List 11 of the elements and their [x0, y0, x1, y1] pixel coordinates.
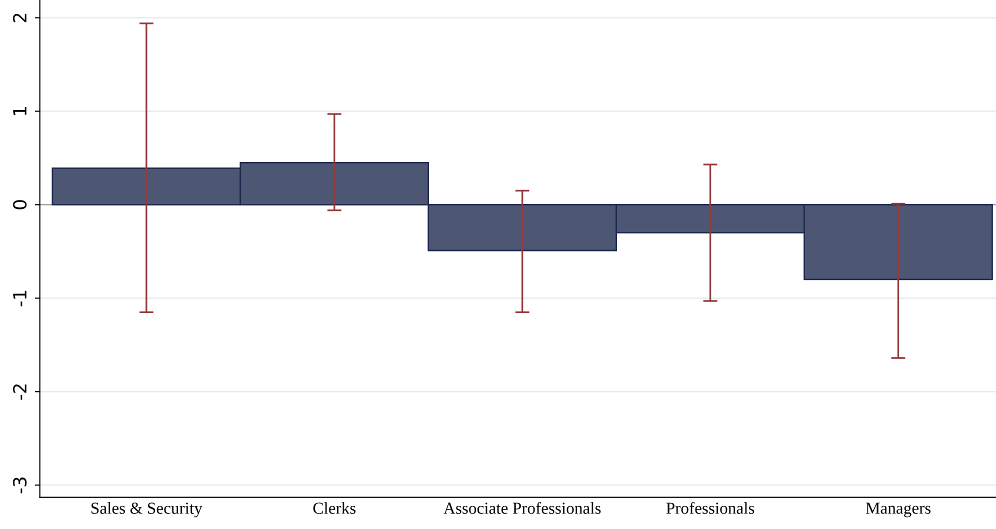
y-tick-label: 2 — [12, 14, 26, 22]
x-tick-label: Managers — [866, 502, 931, 518]
x-tick-label: Professionals — [666, 502, 754, 514]
y-tick-label: -3 — [12, 478, 27, 494]
x-tick-label: Associate Professionals — [444, 502, 601, 514]
y-tick-label: 1 — [13, 107, 26, 115]
y-tick-label: -1 — [13, 290, 26, 306]
y-tick-label: 0 — [12, 200, 27, 210]
x-tick-label: Sales & Security — [92, 502, 202, 518]
y-tick-label: -2 — [12, 384, 26, 400]
x-tick-label: Clerks — [313, 502, 356, 514]
